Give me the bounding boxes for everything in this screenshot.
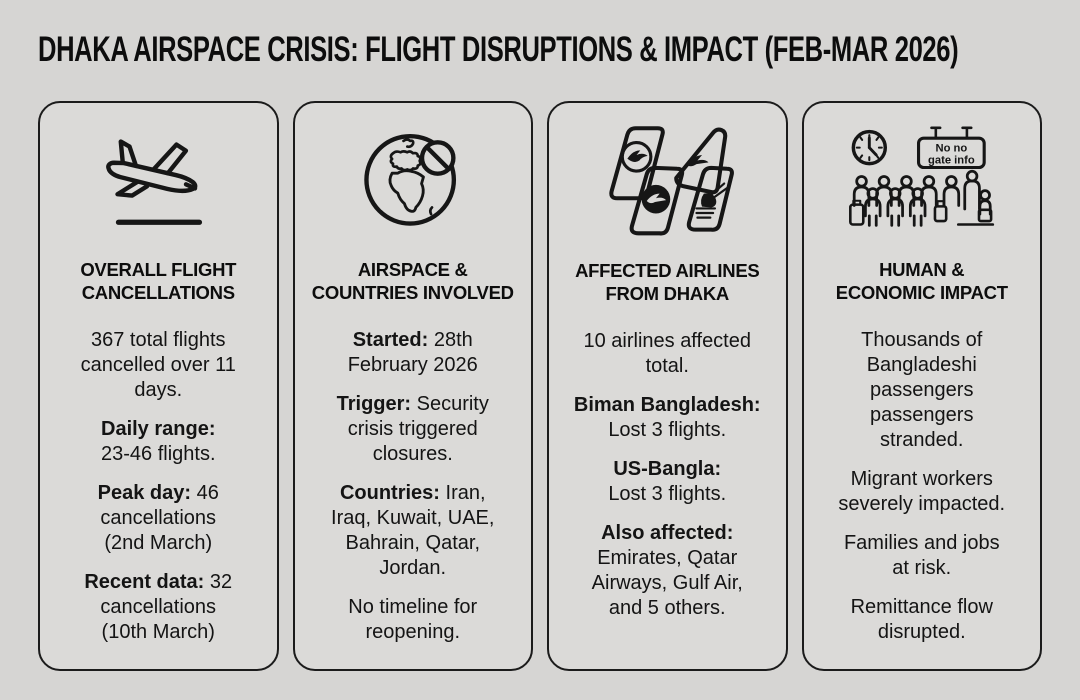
card-icon-box [354, 119, 472, 236]
globe-circle [364, 134, 456, 227]
fact-no-timeline: No timeline for reopening. [348, 596, 478, 643]
card-body: Thousands of Bangladeshi passengers pass… [838, 328, 1005, 659]
luggage-and-travellers [848, 170, 994, 227]
paragraph-lead: Daily range: [101, 418, 216, 440]
europe-landmass [389, 150, 422, 172]
impact-stranded: Thousands of Bangladeshi passengers pass… [861, 329, 983, 451]
paragraph-lead: Started: [352, 329, 429, 351]
sign-text-line1: No no [935, 143, 967, 155]
card-icon-box: No no gate info [846, 119, 998, 236]
gulfair-bird-logo [646, 193, 667, 204]
fact-started: Started: 28th February 2026 [347, 329, 478, 376]
stat-biman: Biman Bangladesh: Lost 3 flights. [573, 394, 761, 442]
impact-families-jobs: Families and jobs at risk. [843, 532, 1000, 579]
scandinavia-landmass [401, 138, 415, 149]
card-body: Started: 28th February 2026 Trigger: Sec… [331, 328, 494, 659]
paragraph-lead: US-Bangla: [613, 458, 722, 481]
impact-remittance: Remittance flow disrupted. [850, 596, 993, 643]
card-heading: AFFECTED AIRLINES FROM DHAKA [575, 260, 760, 305]
paragraph-lead: Also affected: [601, 522, 734, 545]
madagascar-landmass [428, 206, 434, 216]
card-icon-box [95, 119, 221, 236]
stat-recent-data: Recent data: 32 cancellations (10th Marc… [84, 571, 233, 643]
card-heading: AIRSPACE & COUNTRIES INVOLVED [311, 258, 514, 303]
landing-plane-icon [106, 139, 203, 226]
usbangla-swoosh-logo [686, 154, 709, 167]
card-icon-box [597, 119, 737, 237]
tail-fin-biman [609, 126, 666, 201]
page-title: DHAKA AIRSPACE CRISIS: FLIGHT DISRUPTION… [38, 30, 959, 69]
stat-daily-range: Daily range: 23-46 flights. [100, 418, 216, 465]
no-entry-slash [424, 145, 451, 172]
paragraph-lead: Recent data: [84, 571, 205, 593]
fact-trigger: Trigger: Security crisis triggered closu… [336, 393, 489, 465]
biman-logo-circle [620, 140, 653, 173]
globe-ban-icon [364, 134, 456, 227]
clock-icon [851, 130, 887, 166]
card-heading: HUMAN & ECONOMIC IMPACT [835, 258, 1008, 303]
card-row: OVERALL FLIGHT CANCELLATIONS 367 total f… [38, 101, 1042, 671]
paragraph-lead: Biman Bangladesh: [573, 394, 761, 417]
airline-tails-icon [609, 126, 735, 236]
paragraph-lead: Countries: [339, 482, 440, 504]
stat-airlines-total: 10 airlines affected total. [583, 330, 751, 378]
sign-text-line2: gate info [928, 155, 975, 167]
fact-countries: Countries: Iran, Iraq, Kuwait, UAE, Bahr… [331, 482, 495, 579]
stat-peak-day: Peak day: 46 cancellations (2nd March) [97, 482, 219, 554]
stat-total-cancellations: 367 total flights cancelled over 11 days… [80, 329, 236, 401]
card-airspace-countries: AIRSPACE & COUNTRIES INVOLVED Started: 2… [292, 101, 533, 671]
no-gate-info-sign [916, 126, 986, 170]
tail-fin-gulfair [629, 165, 685, 236]
impact-crowd-icon: No no gate info [848, 126, 994, 228]
paragraph-lead: Trigger: [336, 393, 412, 415]
paragraph-lead: Peak day: [97, 482, 192, 504]
stat-usbangla: US-Bangla: Lost 3 flights. [608, 458, 727, 506]
card-heading: OVERALL FLIGHT CANCELLATIONS [80, 258, 237, 303]
card-body: 10 airlines affected total. Biman Bangla… [574, 329, 761, 635]
qatar-oryx-logo [701, 193, 717, 208]
impact-migrant-workers: Migrant workers severely impacted. [838, 468, 1006, 515]
card-affected-airlines: AFFECTED AIRLINES FROM DHAKA 10 airlines… [547, 101, 788, 671]
card-flight-cancellations: OVERALL FLIGHT CANCELLATIONS 367 total f… [38, 101, 279, 671]
stat-also-affected: Also affected: Emirates, Qatar Airways, … [591, 522, 743, 620]
biman-bird-logo [627, 150, 648, 162]
crowd-front-row [863, 187, 927, 228]
africa-landmass [388, 169, 425, 214]
card-human-economic-impact: No no gate info HUMAN & ECONOMIC IMPACT … [801, 101, 1042, 671]
tail-fin-qatar [687, 165, 735, 232]
card-body: 367 total flights cancelled over 11 days… [81, 328, 236, 659]
qatar-stripes [695, 207, 717, 219]
qatar-horns [709, 182, 729, 199]
